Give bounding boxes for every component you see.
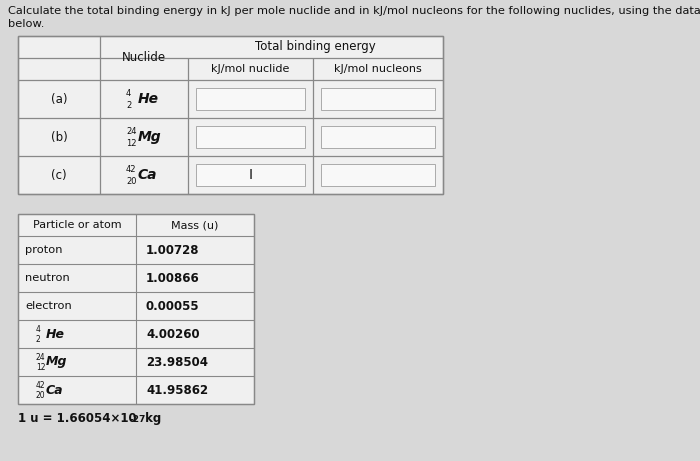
Text: Ca: Ca [138, 168, 158, 182]
Bar [196, 88, 305, 110]
Text: 42: 42 [126, 165, 136, 173]
Text: (a): (a) [50, 93, 67, 106]
Text: 20: 20 [126, 177, 136, 185]
Text: Mg: Mg [138, 130, 162, 144]
Text: 24: 24 [36, 353, 46, 361]
Bar [196, 164, 305, 186]
Text: electron: electron [25, 301, 71, 311]
Text: proton: proton [25, 245, 62, 255]
Text: (b): (b) [50, 130, 67, 143]
Text: I: I [248, 168, 253, 182]
Text: Mg: Mg [46, 355, 67, 368]
Text: 2: 2 [36, 335, 41, 343]
Text: Ca: Ca [46, 384, 64, 396]
Text: 4: 4 [36, 325, 41, 333]
Text: 1 u = 1.66054×10: 1 u = 1.66054×10 [18, 412, 136, 425]
Text: Total binding energy: Total binding energy [255, 41, 376, 53]
Text: kg: kg [141, 412, 161, 425]
Text: -27: -27 [130, 415, 146, 424]
Text: He: He [46, 327, 65, 341]
Text: 4: 4 [126, 89, 132, 97]
Text: 4.00260: 4.00260 [146, 327, 199, 341]
Text: 20: 20 [36, 390, 46, 400]
Text: He: He [138, 92, 159, 106]
Text: 42: 42 [36, 380, 46, 390]
Text: 12: 12 [36, 362, 46, 372]
Text: neutron: neutron [25, 273, 70, 283]
Text: Particle or atom: Particle or atom [33, 220, 121, 230]
Text: 24: 24 [126, 126, 136, 136]
Text: 0.00055: 0.00055 [146, 300, 199, 313]
Text: (c): (c) [51, 169, 66, 182]
Text: kJ/mol nuclide: kJ/mol nuclide [211, 64, 290, 74]
Bar [321, 88, 435, 110]
Text: 1.00728: 1.00728 [146, 243, 199, 256]
Text: below.: below. [8, 19, 44, 29]
Text: 23.98504: 23.98504 [146, 355, 208, 368]
Text: kJ/mol nucleons: kJ/mol nucleons [334, 64, 422, 74]
Bar [18, 214, 254, 404]
Text: 12: 12 [126, 138, 136, 148]
Bar [18, 36, 443, 194]
Bar [321, 164, 435, 186]
Text: Nuclide: Nuclide [122, 52, 166, 65]
Bar [196, 126, 305, 148]
Text: Mass (u): Mass (u) [172, 220, 218, 230]
Text: 41.95862: 41.95862 [146, 384, 208, 396]
Text: 1.00866: 1.00866 [146, 272, 199, 284]
Bar [321, 126, 435, 148]
Text: Calculate the total binding energy in kJ per mole nuclide and in kJ/mol nucleons: Calculate the total binding energy in kJ… [8, 6, 700, 16]
Text: 2: 2 [126, 100, 132, 110]
